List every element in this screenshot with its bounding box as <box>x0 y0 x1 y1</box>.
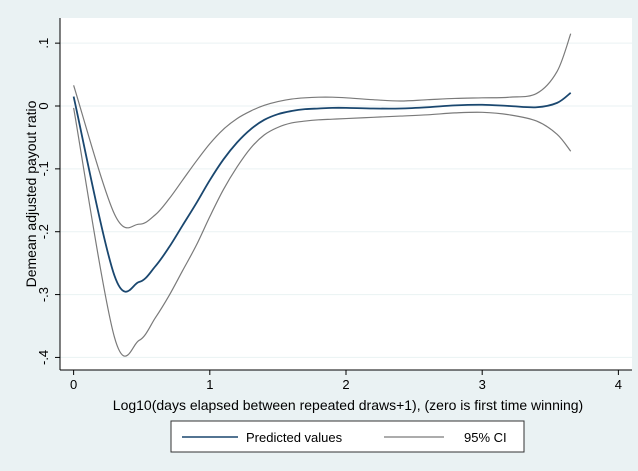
x-tick-label: 4 <box>615 377 622 392</box>
y-tick-label: -.3 <box>36 287 51 302</box>
legend-label-ci: 95% CI <box>464 430 507 445</box>
series-line-predicted <box>72 92 572 293</box>
x-tick-label: 0 <box>70 377 77 392</box>
x-tick-label: 3 <box>479 377 486 392</box>
y-tick-label: .1 <box>36 38 51 49</box>
y-tick-label: -.2 <box>36 224 51 239</box>
series-line-ci-lower <box>73 107 572 357</box>
legend: Predicted values 95% CI <box>170 420 525 453</box>
series-line-ci-upper <box>73 33 572 229</box>
x-tick-label: 2 <box>342 377 349 392</box>
plot-area <box>60 18 632 370</box>
y-tick-label: -.4 <box>36 350 51 365</box>
y-tick-label: 0 <box>36 102 51 109</box>
legend-label-predicted: Predicted values <box>246 430 343 445</box>
x-tick-label: 1 <box>206 377 213 392</box>
y-tick-label: -.1 <box>36 161 51 176</box>
x-axis-title: Log10(days elapsed between repeated draw… <box>113 397 583 413</box>
y-axis-title: Demean adjusted payout ratio <box>23 100 39 287</box>
